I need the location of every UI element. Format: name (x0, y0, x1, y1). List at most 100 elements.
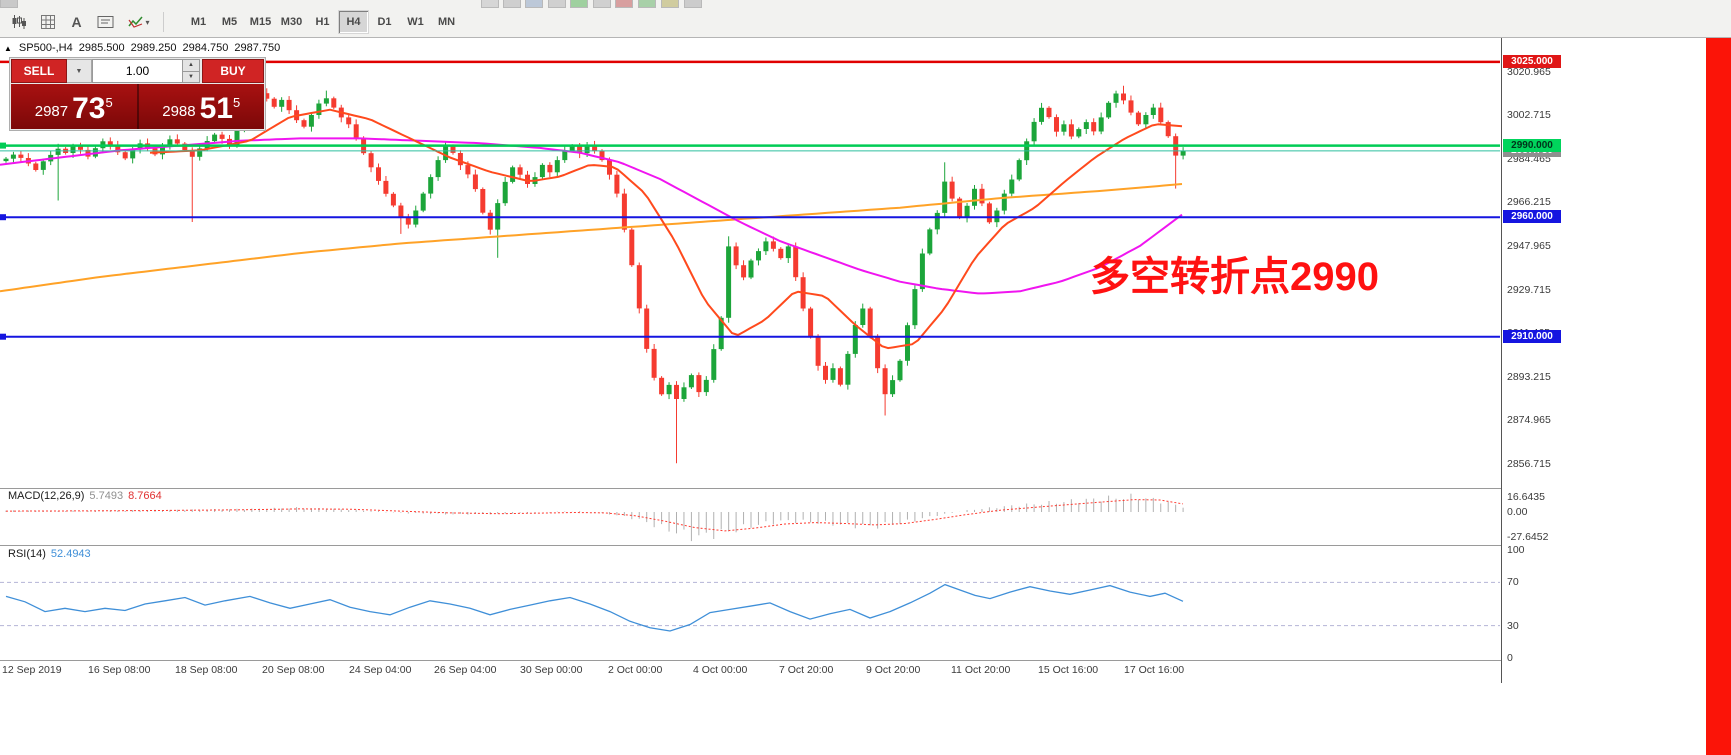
partial-toolbar-icon[interactable] (684, 0, 702, 8)
timeframe-m15[interactable]: M15 (249, 16, 272, 28)
partial-toolbar-icon[interactable] (548, 0, 566, 8)
time-axis-label: 15 Oct 16:00 (1038, 664, 1099, 676)
sell-price-figure: 2987 (34, 103, 69, 120)
toolbar: A ▾ M1 M5 M15 M30 H1 H4 D1 W1 MN (0, 0, 1731, 38)
macd-main-value: 5.7493 (89, 490, 124, 502)
volume-dropdown-button[interactable]: ▼ (67, 59, 92, 83)
timeframe-h1[interactable]: H1 (315, 16, 330, 28)
partial-toolbar-icon[interactable] (481, 0, 499, 8)
time-axis-label: 26 Sep 04:00 (434, 664, 497, 676)
partial-toolbar-icon[interactable] (0, 0, 18, 8)
indicators-dropdown-icon[interactable]: ▾ (120, 9, 158, 35)
buy-price-point: 5 (233, 95, 241, 110)
partial-toolbar-icon[interactable] (615, 0, 633, 8)
axis-label: 2929.715 (1507, 283, 1551, 296)
axis-label: 3020.965 (1507, 65, 1551, 78)
sell-price-point: 5 (105, 95, 113, 110)
price-tag: 2960.000 (1503, 210, 1561, 223)
timeframe-m1[interactable]: M1 (190, 16, 207, 28)
sell-button[interactable]: SELL (11, 59, 67, 83)
toolbar-separator (163, 12, 164, 32)
price-axis[interactable]: 3020.965 3002.715 2984.465 2966.215 2947.965… (1502, 38, 1566, 683)
time-axis-label: 16 Sep 08:00 (88, 664, 151, 676)
time-axis-label: 20 Sep 08:00 (262, 664, 325, 676)
axis-label: 70 (1507, 576, 1519, 589)
partial-toolbar-icon[interactable] (503, 0, 521, 8)
sell-price-pips: 73 (72, 92, 106, 125)
axis-label: -27.6452 (1507, 531, 1549, 544)
time-axis-label: 17 Oct 16:00 (1124, 664, 1185, 676)
partial-toolbar-icon[interactable] (525, 0, 543, 8)
partial-toolbar-icon[interactable] (570, 0, 588, 8)
volume-value: 1.00 (125, 64, 150, 78)
partial-toolbar-icon[interactable] (661, 0, 679, 8)
rsi-name: RSI(14) (8, 548, 46, 560)
chevron-down-icon: ▾ (145, 17, 150, 27)
axis-label: 2966.215 (1507, 196, 1551, 209)
ohlc-close: 2987.750 (234, 42, 281, 54)
buy-button[interactable]: BUY (202, 59, 264, 83)
toolbar-partial-row (0, 0, 1731, 8)
axis-label: 3002.715 (1507, 109, 1551, 122)
axis-label: 0.00 (1507, 506, 1528, 518)
axis-label: 2856.715 (1507, 457, 1551, 470)
candlestick-chart-icon[interactable] (4, 9, 33, 35)
time-axis-label: 9 Oct 20:00 (866, 664, 921, 676)
rsi-value: 52.4943 (50, 548, 91, 560)
axis-label: 0 (1507, 652, 1513, 664)
text-tool-glyph: A (71, 14, 82, 30)
collapse-icon[interactable]: ▲ (4, 43, 12, 53)
price-tag: 2910.000 (1503, 330, 1561, 343)
axis-label: 2874.965 (1507, 414, 1551, 427)
volume-decrease-button[interactable]: ▼ (183, 71, 199, 82)
time-axis-label: 4 Oct 00:00 (693, 664, 748, 676)
sell-price[interactable]: 2987 73 5 (11, 84, 137, 129)
rsi-label: RSI(14) 52.4943 (8, 548, 91, 560)
chart-annotation: 多空转折点2990 (1090, 255, 1379, 299)
axis-label: 2947.965 (1507, 239, 1551, 252)
text-tool-icon[interactable]: A (62, 9, 91, 35)
price-tag: 2990.000 (1503, 139, 1561, 152)
timeframe-mn[interactable]: MN (437, 16, 456, 28)
timeframe-w1[interactable]: W1 (407, 16, 424, 28)
time-axis-label: 18 Sep 08:00 (175, 664, 238, 676)
macd-signal-value: 8.7664 (128, 490, 162, 502)
price-tag: 3025.000 (1503, 55, 1561, 68)
time-axis-label: 11 Oct 20:00 (951, 664, 1011, 676)
timeframe-group: M1 M5 M15 M30 H1 H4 D1 W1 MN (183, 10, 462, 34)
time-axis-label: 30 Sep 00:00 (520, 664, 583, 676)
text-label-icon[interactable] (91, 9, 120, 35)
macd-label: MACD(12,26,9) 5.7493 8.7664 (8, 490, 162, 502)
partial-toolbar-icon[interactable] (638, 0, 656, 8)
price-divider (136, 84, 139, 129)
axis-label: 16.6435 (1507, 490, 1545, 503)
partial-toolbar-icon[interactable] (593, 0, 611, 8)
buy-price[interactable]: 2988 51 5 (139, 84, 265, 129)
red-strip (1706, 37, 1731, 755)
volume-input[interactable]: 1.00 ▲ ▼ (92, 59, 200, 83)
grid-icon[interactable] (33, 9, 62, 35)
time-axis-label: 2 Oct 00:00 (608, 664, 663, 676)
ohlc-high: 2989.250 (130, 42, 177, 54)
timeframe-m5[interactable]: M5 (221, 16, 238, 28)
axis-label: 2893.215 (1507, 370, 1551, 383)
buy-price-pips: 51 (199, 92, 233, 125)
chart-header: ▲ SP500-,H4 2985.500 2989.250 2984.750 2… (4, 42, 280, 54)
one-click-trading-panel: SELL ▼ 1.00 ▲ ▼ BUY 2987 73 5 2988 51 5 (9, 57, 266, 131)
symbol-period-label: SP500-,H4 (18, 42, 73, 54)
axis-label: 100 (1507, 544, 1525, 556)
buy-price-figure: 2988 (162, 103, 196, 120)
time-axis[interactable]: 12 Sep 2019 16 Sep 08:00 18 Sep 08:00 20 Se… (0, 661, 1502, 684)
timeframe-m30[interactable]: M30 (280, 16, 303, 28)
timeframe-h4[interactable]: H4 (338, 10, 369, 34)
axis-label: 30 (1507, 619, 1519, 632)
time-axis-label: 12 Sep 2019 (2, 664, 62, 676)
volume-increase-button[interactable]: ▲ (183, 60, 199, 72)
ohlc-open: 2985.500 (78, 42, 125, 54)
macd-name: MACD(12,26,9) (8, 490, 85, 502)
timeframe-d1[interactable]: D1 (377, 16, 392, 28)
time-axis-label: 7 Oct 20:00 (779, 664, 834, 676)
quote-prices: 2987 73 5 2988 51 5 (11, 84, 264, 129)
volume-stepper: ▲ ▼ (182, 60, 199, 82)
